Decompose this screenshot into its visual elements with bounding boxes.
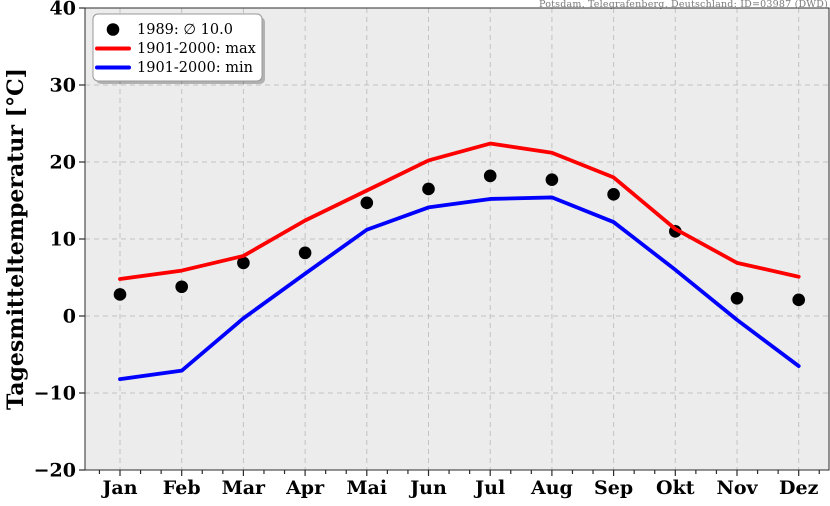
y-tick-label: 40 xyxy=(50,0,76,20)
x-tick-label: Mai xyxy=(347,477,388,499)
y-tick-label: 10 xyxy=(50,229,76,251)
y-tick-label: −20 xyxy=(34,460,76,482)
x-tick-label: Jun xyxy=(408,477,447,499)
x-tick-label: Jan xyxy=(100,477,137,499)
x-tick-label: Sep xyxy=(594,477,633,499)
min-line xyxy=(118,195,801,382)
y-tick-label: 30 xyxy=(50,75,76,97)
y-tick-label: 20 xyxy=(50,152,76,174)
x-tick-label: Nov xyxy=(716,477,758,499)
y-axis-label: Tagesmitteltemperatur [°C] xyxy=(3,68,29,410)
x-tick-label: Feb xyxy=(163,477,201,499)
x-tick-label: Apr xyxy=(285,477,325,499)
legend: 1989: ∅ 10.0 1901-2000: max 1901-2000: min xyxy=(92,13,265,84)
x-tick-label: Jul xyxy=(473,477,505,499)
scatter-series xyxy=(113,169,805,307)
data-point xyxy=(175,280,188,294)
axes-frame xyxy=(84,7,830,471)
x-tick-label: Mar xyxy=(222,477,266,499)
y-tick-label: 0 xyxy=(63,306,76,328)
data-point xyxy=(545,173,559,187)
max-line xyxy=(118,141,801,281)
legend-marker-dot xyxy=(106,23,120,36)
y-tick-label: −10 xyxy=(34,383,76,405)
data-point xyxy=(792,293,805,307)
gridlines xyxy=(85,8,829,470)
data-point xyxy=(422,182,435,196)
x-tick-label: Okt xyxy=(656,477,695,499)
data-point xyxy=(113,288,127,301)
data-point xyxy=(237,256,250,270)
legend-label: 1901-2000: min xyxy=(137,60,253,76)
legend-label: 1989: ∅ 10.0 xyxy=(137,22,233,38)
tick-marks xyxy=(79,7,820,476)
data-point xyxy=(607,188,620,201)
data-point xyxy=(360,196,374,210)
data-point xyxy=(298,246,312,260)
x-tick-label: Dez xyxy=(779,477,819,499)
legend-label: 1901-2000: max xyxy=(137,41,256,57)
data-point xyxy=(483,169,497,183)
station-header: Potsdam, Telegrafenberg, Deutschland: ID… xyxy=(539,0,828,10)
x-tick-label: Aug xyxy=(530,477,573,499)
legend-box xyxy=(92,13,263,82)
data-point xyxy=(730,291,744,305)
